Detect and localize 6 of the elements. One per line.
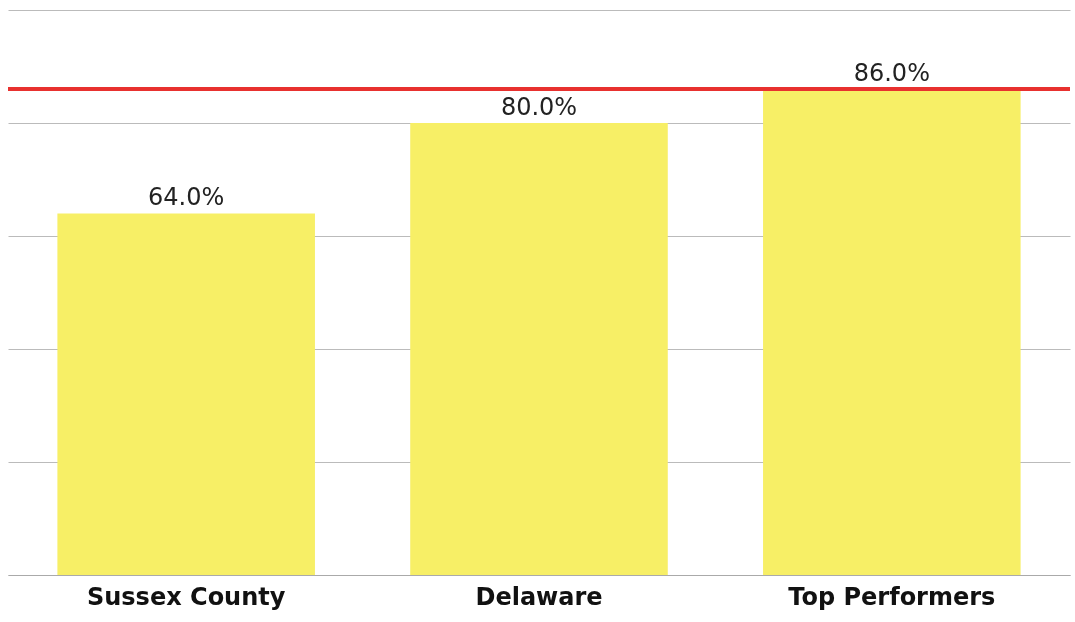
x-tick-label: Top Performers (788, 582, 996, 611)
x-tick-label: Delaware (475, 582, 603, 611)
data-label: 86.0% (853, 59, 930, 88)
x-tick-label: Sussex County (86, 582, 286, 611)
data-label: 64.0% (148, 183, 225, 212)
data-label: 80.0% (500, 93, 578, 121)
